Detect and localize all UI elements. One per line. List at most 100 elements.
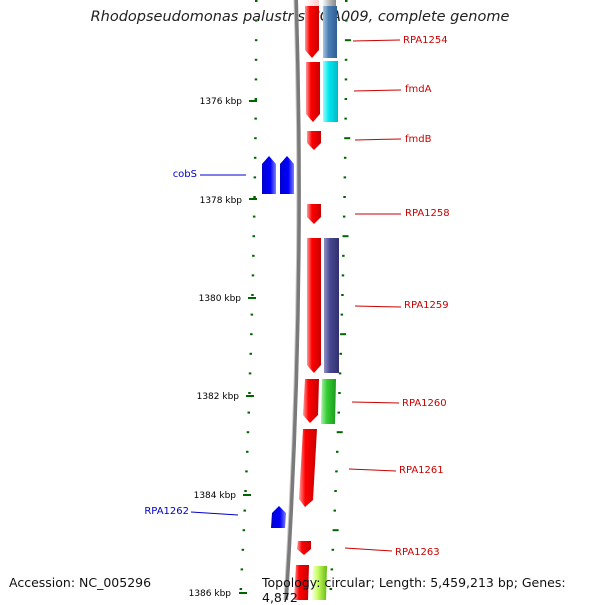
scale-label-1380: 1380 kbp [199, 294, 242, 304]
minor-tick-outer [336, 450, 339, 453]
minor-tick-inner [252, 235, 255, 238]
minor-tick-outer [344, 58, 348, 61]
gene-rpa1259[interactable] [307, 238, 321, 373]
minor-tick-inner [240, 568, 244, 571]
scale-labels: 1376 kbp 1378 kbp 1380 kbp 1382 kbp 1384… [189, 97, 257, 599]
genome-summary-label: Topology: circular; Length: 5,459,213 bp… [262, 575, 566, 605]
minor-tick-outer [336, 431, 343, 434]
minor-tick-inner [254, 137, 257, 140]
scale-label-1386: 1386 kbp [189, 589, 232, 599]
minor-tick-inner [252, 254, 255, 257]
minor-tick-inner [247, 411, 250, 414]
minor-tick-inner [252, 215, 256, 218]
scale-label-1376: 1376 kbp [200, 97, 243, 107]
cog-rpa1263 [311, 566, 327, 600]
minor-tick-inner [248, 372, 252, 375]
minor-tick-outer [342, 235, 349, 238]
minor-tick-inner [253, 176, 257, 179]
forward-gene-labels: RPA1254 fmdA fmdB RPA1258 RPA1259 RPA126… [344, 35, 450, 558]
label-rpa1262[interactable]: RPA1262 [144, 506, 189, 517]
gene-rpa1262[interactable] [271, 506, 286, 528]
minor-tick-outer [344, 137, 351, 140]
cog-rpa1259 [324, 238, 339, 373]
gene-bottom-fragment [294, 565, 309, 600]
minor-tick-inner [254, 39, 258, 42]
scale-label-1384: 1384 kbp [194, 491, 237, 501]
cog-track [311, 6, 339, 600]
minor-tick-inner [254, 98, 258, 100]
minor-tick-inner [241, 548, 245, 551]
minor-tick-outer [338, 372, 342, 375]
label-rpa1261[interactable]: RPA1261 [399, 465, 444, 476]
minor-tick-outer [343, 196, 346, 198]
label-rpa1258[interactable]: RPA1258 [405, 208, 450, 219]
minor-tick-inner [254, 117, 257, 120]
label-rpa1263[interactable]: RPA1263 [395, 547, 440, 558]
minor-tick-inner [249, 352, 252, 355]
minor-tick-outer [332, 529, 339, 532]
gene-cobs-2[interactable] [280, 156, 294, 194]
minor-tick-outer [330, 568, 334, 571]
minor-tick-outer [341, 294, 344, 296]
minor-tick-inner [254, 78, 258, 81]
minor-tick-outer [345, 19, 348, 22]
minor-tick-inner [250, 333, 253, 336]
minor-tick-outer [335, 470, 338, 473]
reverse-genes [262, 156, 294, 528]
minor-tick-outer [337, 411, 340, 414]
minor-tick-inner [253, 196, 256, 198]
label-fmdb[interactable]: fmdB [405, 134, 432, 145]
minor-tick-outer [333, 509, 336, 512]
minor-tick-outer [338, 392, 341, 394]
minor-tick-inner [245, 470, 248, 473]
minor-tick-inner [251, 294, 254, 296]
gene-rpa1263[interactable] [297, 541, 311, 555]
minor-tick-inner [248, 392, 251, 394]
gene-fmda[interactable] [306, 62, 320, 122]
cog-rpa1260 [321, 379, 336, 424]
minor-tick-outer [339, 352, 342, 355]
label-rpa1259[interactable]: RPA1259 [404, 300, 449, 311]
label-rpa1254[interactable]: RPA1254 [403, 35, 448, 46]
label-cobs[interactable]: cobS [173, 169, 197, 180]
minor-tick-outer [334, 490, 337, 492]
reverse-gene-labels: cobS RPA1262 [144, 169, 246, 517]
leader-rpa1263 [344, 547, 393, 552]
genome-backbone [284, 0, 301, 600]
leader-rpa1260 [351, 401, 400, 404]
minor-tick-inner [255, 19, 258, 22]
forward-genes [294, 6, 321, 600]
leader-rpa1261 [348, 468, 397, 472]
label-rpa1260[interactable]: RPA1260 [402, 398, 447, 409]
minor-tick-inner [239, 588, 243, 590]
minor-tick-inner [253, 156, 257, 159]
gene-rpa1258[interactable] [307, 204, 321, 224]
cog-rpa1254 [323, 6, 337, 58]
minor-tick-outer [343, 156, 347, 159]
leader-rpa1262 [190, 511, 239, 516]
gene-rpa1261[interactable] [299, 429, 317, 507]
minor-tick-outer [343, 176, 347, 179]
scale-label-1378: 1378 kbp [200, 196, 243, 206]
label-fmda[interactable]: fmdA [405, 84, 432, 95]
minor-tick-inner [243, 509, 246, 512]
gene-cobs[interactable] [262, 156, 276, 194]
leader-fmdb [354, 138, 402, 141]
gene-rpa1260[interactable] [303, 379, 319, 423]
gene-fmdb[interactable] [307, 131, 321, 150]
minor-tick-outer [345, 0, 348, 2]
accession-label: Accession: NC_005296 [9, 575, 152, 590]
minor-tick-inner [254, 58, 258, 61]
minor-tick-outer [342, 254, 345, 257]
scale-ticks-outer [329, 0, 351, 590]
cog-track-grey [322, 0, 336, 6]
minor-tick-outer [340, 333, 347, 336]
minor-tick-outer [340, 313, 344, 316]
minor-tick-outer [344, 39, 351, 42]
minor-tick-inner [255, 0, 258, 2]
minor-tick-inner [246, 450, 249, 453]
minor-tick-outer [344, 78, 348, 81]
minor-tick-outer [329, 588, 333, 590]
gene-rpa1254[interactable] [305, 6, 319, 58]
